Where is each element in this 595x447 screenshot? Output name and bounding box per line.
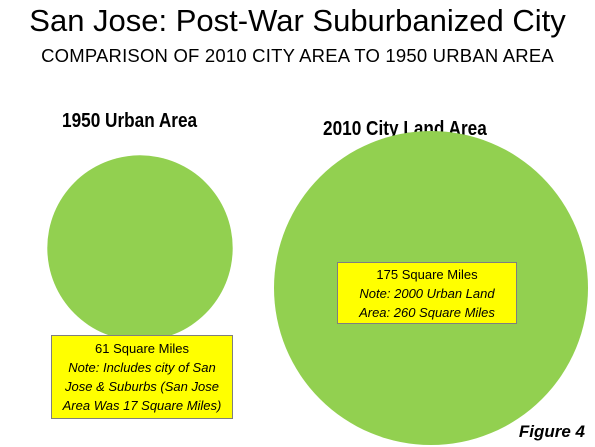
figure-label: Figure 4 xyxy=(518,422,585,441)
note-line: Note: Includes city of San xyxy=(68,360,216,375)
label-1950-urban-area: 1950 Urban Area xyxy=(62,110,198,132)
value-text-2010: 175 Square Miles xyxy=(376,267,478,282)
value-text-1950: 61 Square Miles xyxy=(95,341,189,356)
note-line: Jose & Suburbs (San Jose xyxy=(65,379,219,394)
note-line: Note: 2000 Urban Land xyxy=(359,286,495,301)
note-line: Area Was 17 Square Miles) xyxy=(62,398,222,413)
note-box-2010: 175 Square Miles Note: 2000 Urban Land A… xyxy=(337,262,517,324)
note-line: Area: 260 Square Miles xyxy=(359,305,495,320)
chart-subtitle: COMPARISON OF 2010 CITY AREA TO 1950 URB… xyxy=(41,45,554,66)
note-box-1950: 61 Square Miles Note: Includes city of S… xyxy=(51,335,233,419)
circle-1950-urban-area xyxy=(47,155,233,341)
chart-title: San Jose: Post-War Suburbanized City xyxy=(29,3,566,38)
